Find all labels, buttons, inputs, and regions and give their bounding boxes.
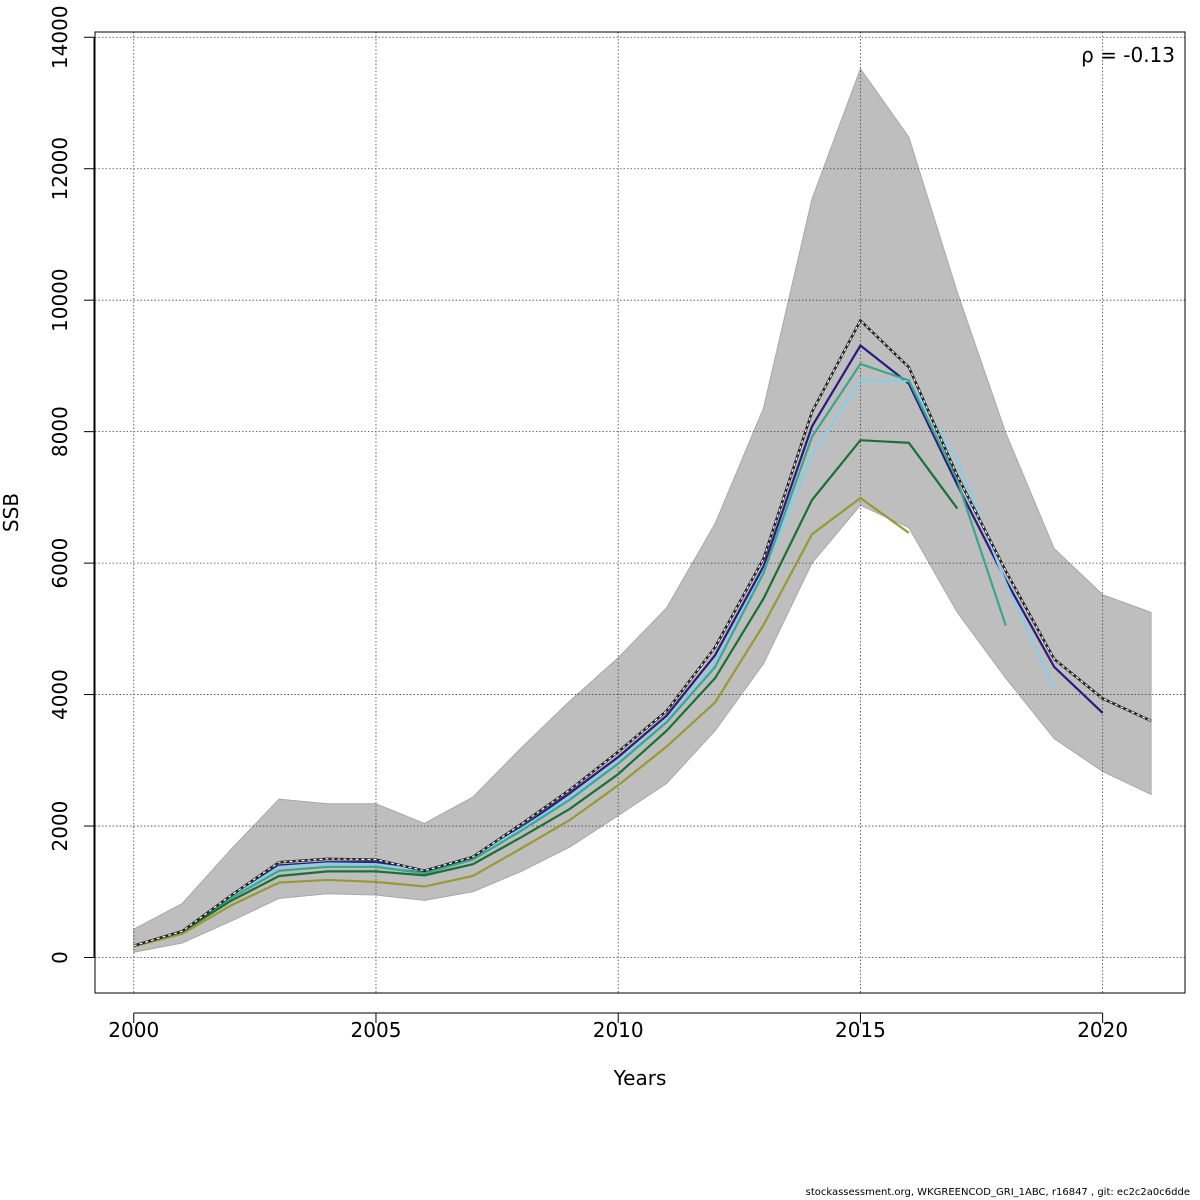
x-tick-label: 2005	[351, 1018, 402, 1042]
y-tick-label: 2000	[48, 801, 72, 852]
y-tick-label: 10000	[48, 268, 72, 332]
y-tick-label: 12000	[48, 137, 72, 201]
axes-layer: 2000 2005 2010 2015 2020 0 2000 4000 6000 8000 100…	[48, 5, 1128, 1042]
y-tick-label: 14000	[48, 5, 72, 69]
series-line	[133, 379, 1056, 947]
series-line	[133, 362, 1007, 947]
x-tick-label: 2000	[108, 1018, 159, 1042]
y-tick-label: 4000	[48, 669, 72, 720]
y-tick-label: 6000	[48, 538, 72, 589]
x-tick-label: 2020	[1077, 1018, 1128, 1042]
footer-credit: stockassessment.org, WKGREENCOD_GRI_1ABC…	[805, 1187, 1190, 1198]
plot-frame	[94, 31, 1186, 994]
y-tick-label: 8000	[48, 406, 72, 457]
series-line	[133, 343, 1104, 947]
series-line-dash	[133, 319, 1152, 947]
series-layer	[133, 318, 1152, 948]
x-axis-title: Years	[613, 1066, 667, 1090]
y-axis-title: SSB	[0, 493, 23, 532]
series-line	[133, 496, 910, 948]
series-line	[133, 439, 959, 947]
confidence-band-layer	[133, 67, 1152, 953]
y-tick-label: 0	[48, 951, 72, 964]
x-tick-label: 2015	[835, 1018, 886, 1042]
grid-layer	[95, 32, 1185, 993]
rho-annotation: ρ = -0.13	[1081, 43, 1175, 67]
x-tick-label: 2010	[593, 1018, 644, 1042]
confidence-band	[133, 67, 1152, 953]
